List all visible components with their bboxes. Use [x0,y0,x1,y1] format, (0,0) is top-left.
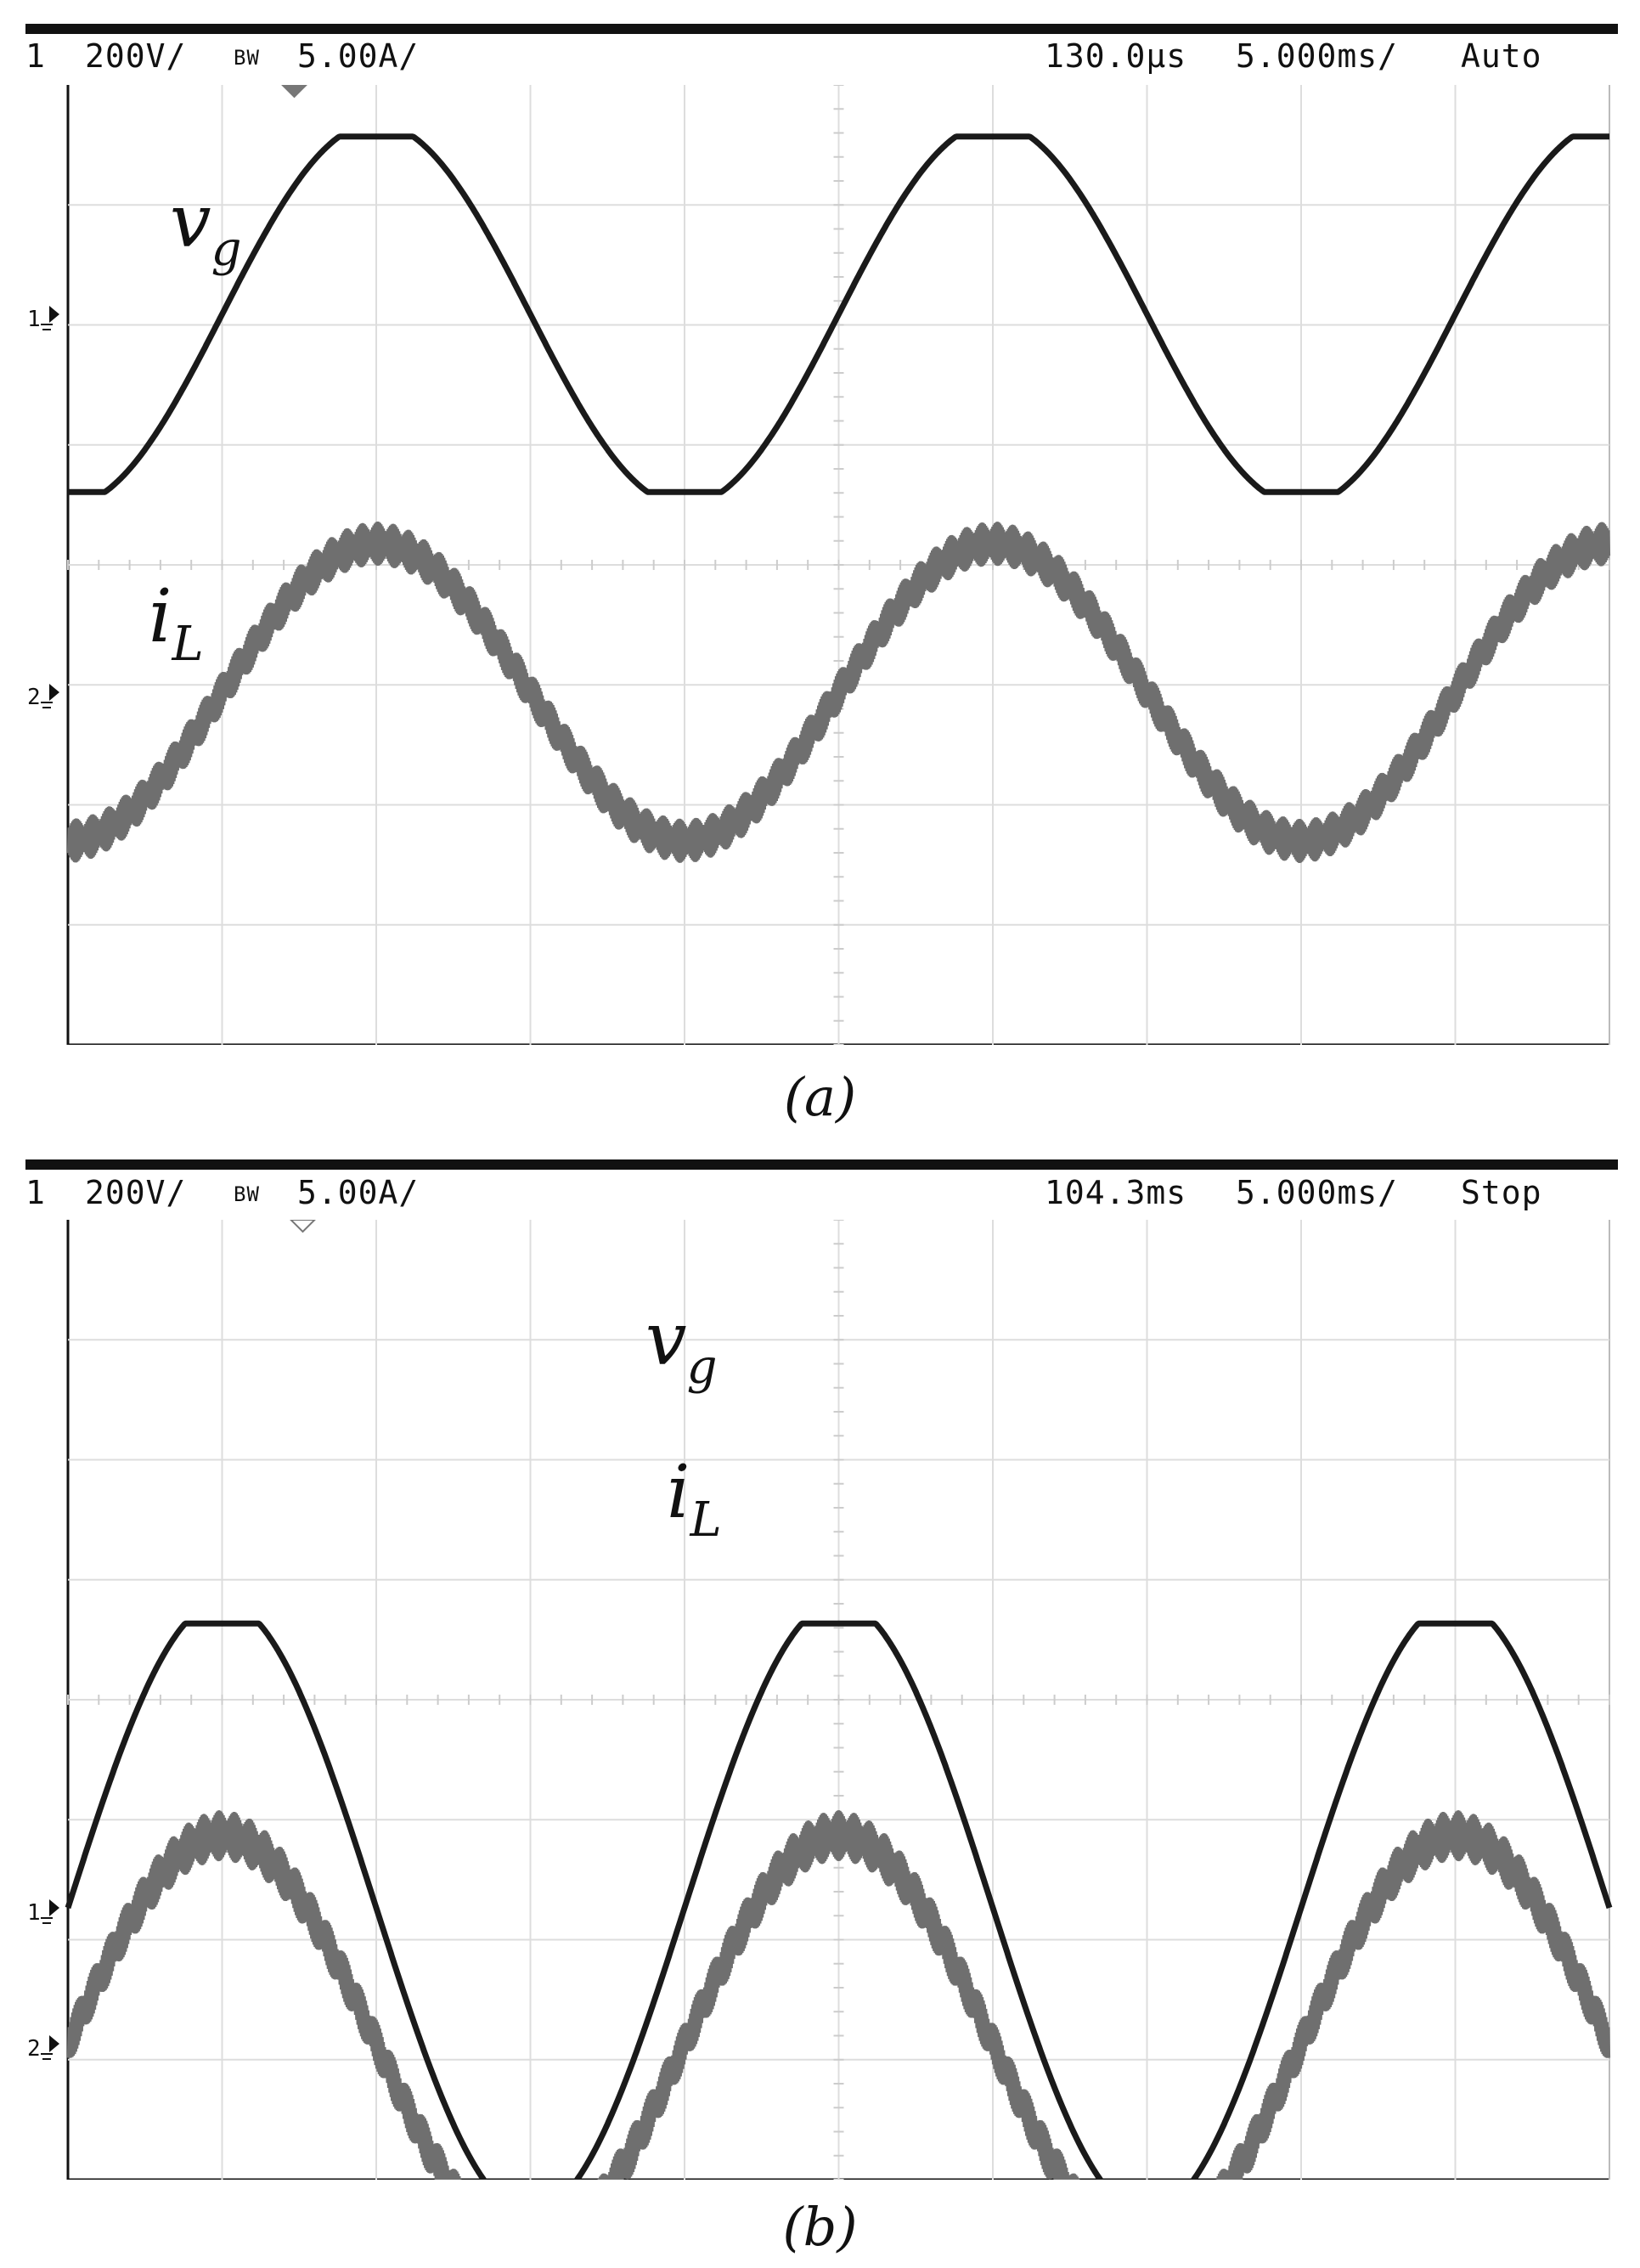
channel-markers: 12 [27,1899,59,2062]
trigger-position: 104.3ms [1045,1174,1187,1211]
series-label-iL-main: i [667,1450,690,1535]
top-rule [25,24,1618,34]
scope-screen: 1 2 vg iL [0,85,1640,1045]
ch2-scale: 5.00A/ [297,1174,420,1211]
figure-caption: (a) [783,1066,857,1128]
channel-marker-arrow [49,1899,59,1916]
timebase: 5.000ms/ [1236,1174,1399,1211]
status-bar: 1 200V/ BW 5.00A/ 130.0µs 5.000ms/ Auto [25,37,1618,82]
series-label-vg-main: v [645,1297,687,1382]
series-label-vg: vg [170,179,241,277]
channel-markers: 12 [27,306,59,710]
trace-iL [66,1810,1611,2180]
series-label-iL-sub: L [690,1492,722,1548]
bw-indicator: BW [234,1182,260,1206]
series-label-iL: iL [149,574,204,672]
series-label-vg-main: v [170,179,211,264]
scope-screen: 1 2 vg iL [0,1220,1640,2180]
ch2-scale: 5.00A/ [297,37,420,75]
timebase: 5.000ms/ [1236,37,1399,75]
series-label-vg: vg [645,1297,717,1395]
figure-caption: (b) [782,2196,858,2258]
channel-marker-label: 2 [27,685,41,710]
scope-panel-a: 1 200V/ BW 5.00A/ 130.0µs 5.000ms/ Auto … [0,24,1640,1128]
trigger-mode: Stop [1461,1174,1542,1211]
trigger-marker [281,85,307,99]
bw-indicator: BW [234,46,260,70]
trace-vg [65,133,1612,495]
trigger-mode: Auto [1461,37,1542,75]
series-label-vg-sub: g [687,1340,718,1395]
status-bar: 1 200V/ BW 5.00A/ 104.3ms 5.000ms/ Stop [25,1174,1618,1218]
channel-number: 1 [25,1174,46,1211]
channel-marker-arrow [49,306,59,323]
series-label-vg-sub: g [211,222,242,277]
ch1-scale: 200V/ [85,1174,187,1211]
channel-marker-label: 1 [27,1900,41,1926]
trace-iL [66,521,1611,864]
channel-marker-label: 1 [27,307,41,332]
channel-number: 1 [25,37,46,75]
grid [67,85,1610,1045]
trace-vg [65,1620,1613,2180]
series-label-iL: iL [667,1450,722,1548]
trigger-position: 130.0µs [1045,37,1187,75]
top-rule [25,1159,1618,1170]
channel-marker-label: 2 [27,2036,41,2062]
series-label-iL-sub: L [172,617,204,672]
grid [67,1220,1610,2180]
channel-marker-arrow [49,684,59,701]
channel-marker-arrow [49,2035,59,2052]
trigger-marker [290,1220,316,1233]
ch1-scale: 200V/ [85,37,187,75]
series-label-iL-main: i [149,574,172,659]
scope-panel-b: 1 200V/ BW 5.00A/ 104.3ms 5.000ms/ Stop … [0,1138,1640,2268]
